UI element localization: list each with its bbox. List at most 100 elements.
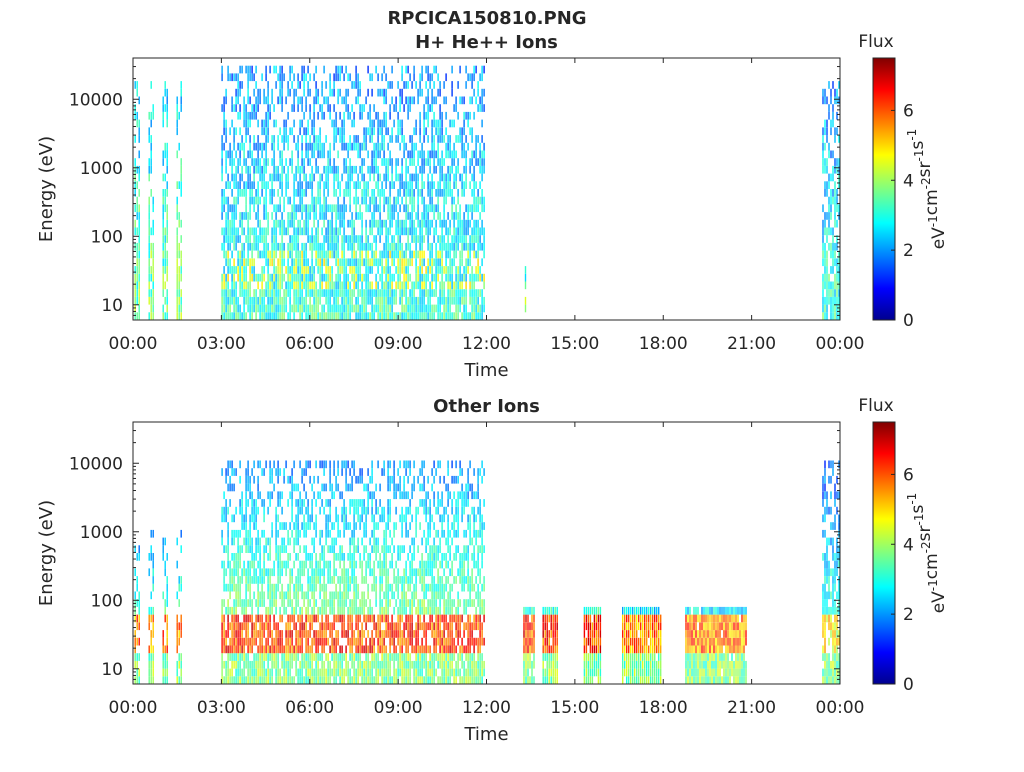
flux-cell [263,166,264,174]
flux-cell [325,212,326,220]
flux-cell [297,592,298,600]
flux-cell [832,174,833,182]
flux-cell [281,228,282,236]
flux-cell [277,166,278,174]
flux-cell [227,151,228,159]
flux-cell [307,592,308,600]
flux-cell [247,174,248,182]
flux-cell [275,553,276,561]
flux-cell [357,669,358,677]
flux-cell [317,646,318,654]
flux-cell [409,158,410,166]
flux-cell [295,166,296,174]
flux-cell [225,297,226,305]
flux-cell [313,545,314,553]
flux-cell [289,576,290,584]
flux-cell [165,312,166,320]
flux-cell [179,181,180,189]
flux-cell [445,97,446,105]
flux-cell [299,491,300,499]
flux-cell [273,653,274,661]
flux-cell [241,507,242,515]
flux-cell [229,258,230,266]
flux-cell [393,297,394,305]
flux-cell [261,646,262,654]
flux-cell [421,297,422,305]
flux-cell [259,228,260,236]
flux-cell [223,97,224,105]
flux-cell [399,89,400,97]
flux-cell [313,151,314,159]
flux-cell [369,282,370,290]
flux-cell [233,638,234,646]
flux-cell [371,653,372,661]
flux-cell [291,646,292,654]
flux-cell [227,507,228,515]
flux-cell [355,584,356,592]
flux-cell [267,220,268,228]
flux-cell [371,507,372,515]
flux-cell [826,282,827,290]
flux-cell [243,669,244,677]
flux-cell [371,312,372,320]
flux-cell [239,622,240,630]
flux-cell [353,235,354,243]
flux-cell [301,646,302,654]
flux-cell [321,228,322,236]
flux-cell [363,630,364,638]
flux-cell [151,592,152,600]
flux-cell [153,243,154,251]
flux-cell [305,638,306,646]
flux-cell [429,243,430,251]
flux-cell [247,530,248,538]
flux-cell [822,282,823,290]
flux-cell [273,174,274,182]
flux-cell [337,197,338,205]
flux-cell [469,73,470,81]
flux-cell [467,243,468,251]
flux-cell [181,297,182,305]
flux-cell [387,622,388,630]
flux-cell [259,553,260,561]
flux-cell [341,491,342,499]
flux-cell [281,661,282,669]
flux-cell [295,669,296,677]
flux-cell [375,545,376,553]
flux-cell [151,653,152,661]
flux-cell [419,220,420,228]
flux-cell [379,312,380,320]
flux-cell [391,166,392,174]
flux-cell [389,476,390,484]
flux-cell [415,120,416,128]
flux-cell [421,197,422,205]
flux-cell [834,158,835,166]
flux-cell [387,274,388,282]
flux-cell [139,297,140,305]
flux-cell [251,661,252,669]
flux-cell [307,282,308,290]
flux-cell [830,282,831,290]
flux-cell [381,638,382,646]
flux-cell [361,297,362,305]
flux-cell [261,297,262,305]
flux-cell [163,592,164,600]
flux-cell [377,127,378,135]
flux-cell [151,530,152,538]
flux-cell [251,158,252,166]
flux-cell [269,112,270,120]
flux-cell [139,305,140,313]
flux-cell [345,522,346,530]
flux-cell [357,615,358,623]
flux-cell [299,576,300,584]
flux-cell [409,220,410,228]
flux-cell [167,228,168,236]
flux-cell [359,151,360,159]
flux-cell [415,235,416,243]
flux-cell [235,97,236,105]
flux-cell [285,622,286,630]
flux-cell [313,615,314,623]
flux-cell [828,282,829,290]
flux-cell [273,243,274,251]
flux-cell [245,607,246,615]
flux-cell [325,607,326,615]
